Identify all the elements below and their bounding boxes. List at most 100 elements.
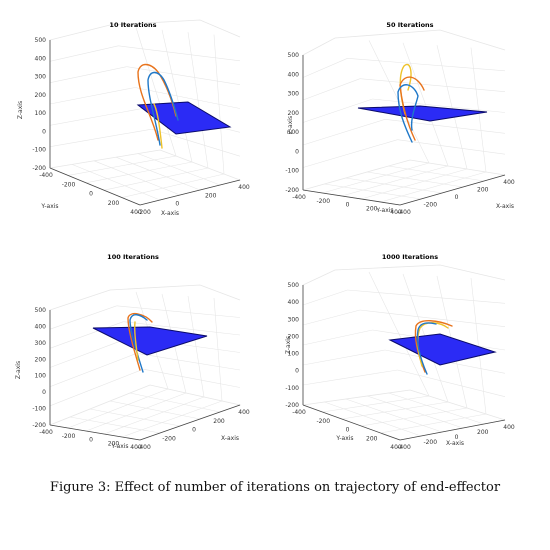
y-tick-label: 200: [108, 200, 120, 207]
grid-line: [49, 305, 117, 330]
grid-line: [49, 66, 127, 83]
grid-line: [402, 42, 449, 167]
trajectory-orange: [127, 312, 153, 371]
grid-line: [134, 87, 241, 109]
grid-line: [116, 305, 241, 318]
grid-line: [103, 167, 209, 191]
y-tick-label: -400: [292, 409, 306, 416]
grid-line: [436, 45, 468, 170]
grid-line: [368, 271, 430, 397]
grid-line: [380, 171, 487, 203]
grid-line: [213, 34, 225, 175]
z-tick-label: 400: [288, 71, 300, 78]
z-axis-label: Z-axis: [17, 101, 24, 119]
z-tick-label: 400: [35, 55, 47, 62]
grid-line: [118, 45, 241, 62]
y-axis-line: [302, 189, 401, 206]
grid-line: [302, 369, 398, 386]
grid-line: [341, 401, 449, 420]
trajectory-orange: [399, 76, 425, 141]
grid-line: [388, 392, 485, 425]
trajectory-yellow: [153, 103, 163, 149]
grid-outline: [49, 284, 241, 425]
chart-title: 10 Iterations: [109, 21, 156, 29]
z-tick-label: -100: [32, 147, 46, 154]
grid-line: [302, 58, 348, 78]
z-tick-label: 0: [42, 389, 46, 396]
z-tick-label: 500: [35, 307, 47, 314]
trajectory-yellow: [134, 321, 139, 361]
y-tick-label: -400: [39, 172, 53, 179]
y-tick-label: 200: [366, 205, 378, 212]
grid-line: [136, 353, 241, 371]
grid-line: [302, 309, 361, 326]
y-axis-label: Y-axis: [335, 435, 353, 442]
grid-line: [121, 173, 225, 198]
z-tick-label: 400: [35, 323, 47, 330]
grid-line: [137, 153, 221, 186]
z-tick-label: 300: [288, 316, 300, 323]
x-tick-label: 0: [455, 434, 459, 441]
grid-line: [470, 277, 487, 415]
grid-line: [345, 398, 443, 433]
grid-line: [302, 289, 348, 306]
plane-surface: [136, 101, 232, 135]
x-tick-label: 400: [238, 409, 250, 416]
x-tick-label: 400: [503, 179, 515, 186]
y-tick-label: -200: [316, 418, 330, 425]
z-tick-label: 100: [35, 373, 47, 380]
grid-line: [361, 407, 468, 427]
z-tick-label: 300: [35, 340, 47, 347]
z-tick-label: 500: [288, 282, 300, 289]
grid-line: [361, 168, 468, 200]
y-axis-line: [49, 424, 141, 441]
z-tick-label: 100: [35, 110, 47, 117]
grid-line: [367, 171, 464, 188]
grid-line: [345, 177, 443, 194]
grid-line: [85, 392, 187, 432]
grid-line: [470, 47, 487, 173]
grid-line: [49, 128, 152, 147]
x-axis-label: X-axis: [221, 435, 239, 442]
grid-line: [388, 165, 485, 182]
grid-line: [302, 349, 386, 366]
x-tick-label: -200: [137, 209, 151, 216]
grid-line: [115, 156, 201, 191]
grid-line: [126, 66, 241, 85]
x-axis-line: [139, 179, 241, 206]
x-tick-label: 200: [213, 418, 225, 425]
y-tick-label: 400: [390, 209, 402, 216]
grid-line: [49, 321, 124, 349]
y-tick-label: -200: [316, 198, 330, 205]
y-tick-label: 0: [346, 427, 350, 434]
y-tick-label: -200: [62, 433, 76, 440]
grid-line: [109, 400, 201, 420]
z-tick-label: 200: [35, 356, 47, 363]
z-tick-label: -200: [285, 187, 299, 194]
grid-line: [302, 119, 386, 146]
x-tick-label: -200: [423, 202, 437, 209]
y-tick-label: 400: [130, 209, 142, 216]
z-tick-label: -100: [285, 385, 299, 392]
x-axis-line: [399, 174, 506, 206]
x-tick-label: -400: [397, 209, 411, 216]
y-tick-label: 0: [346, 202, 350, 209]
grid-line: [302, 78, 361, 101]
grid-line: [187, 32, 209, 169]
grid-line: [69, 416, 161, 434]
grid-outline: [49, 19, 241, 168]
grid-line: [49, 368, 144, 407]
x-tick-label: 200: [477, 187, 489, 194]
grid-line: [85, 161, 193, 184]
grid-line: [397, 369, 506, 397]
grid-line: [384, 119, 506, 134]
figure-caption: Figure 3: Effect of number of iterations…: [49, 480, 501, 495]
grid-line: [302, 329, 373, 346]
z-tick-label: 200: [35, 92, 47, 99]
y-axis-label: Y-axis: [110, 443, 128, 450]
grid-line: [49, 108, 144, 126]
y-axis-line: [49, 167, 141, 206]
grid-line: [49, 337, 131, 368]
grid-line: [341, 165, 449, 197]
